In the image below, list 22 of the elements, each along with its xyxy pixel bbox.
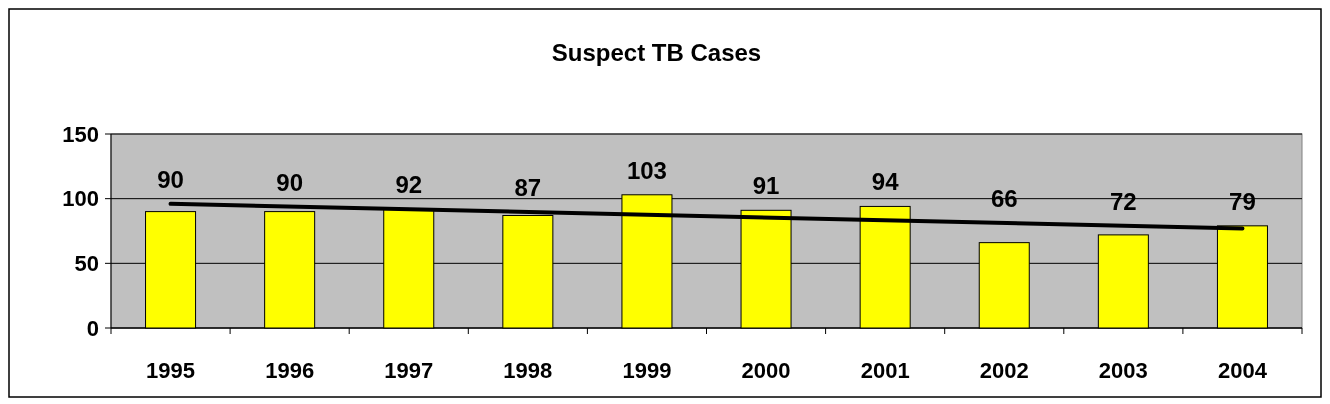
x-tick-label: 1998 [503, 358, 553, 383]
data-label: 90 [276, 168, 303, 196]
x-tick-label: 1996 [265, 358, 315, 383]
x-tick-label: 2000 [741, 358, 791, 383]
data-label: 103 [626, 156, 667, 184]
x-tick-label: 1995 [146, 358, 196, 383]
data-label: 91 [752, 172, 780, 200]
y-tick-label: 100 [62, 186, 99, 212]
chart-title: Suspect TB Cases [551, 39, 762, 66]
x-tick-label: 2003 [1098, 358, 1148, 383]
x-tick-label: 2004 [1217, 358, 1268, 383]
x-tick-label: 2002 [979, 358, 1029, 383]
y-tick-label: 50 [74, 251, 99, 277]
y-tick-label: 0 [86, 315, 99, 341]
data-label: 94 [871, 168, 900, 196]
x-tick-label: 1999 [622, 358, 672, 383]
y-tick-label: 150 [62, 121, 99, 147]
x-tick-label: 2001 [860, 358, 910, 383]
data-label: 90 [157, 165, 184, 193]
data-label: 87 [514, 174, 542, 202]
x-tick-label: 1997 [384, 358, 434, 383]
data-label: 92 [395, 171, 423, 199]
